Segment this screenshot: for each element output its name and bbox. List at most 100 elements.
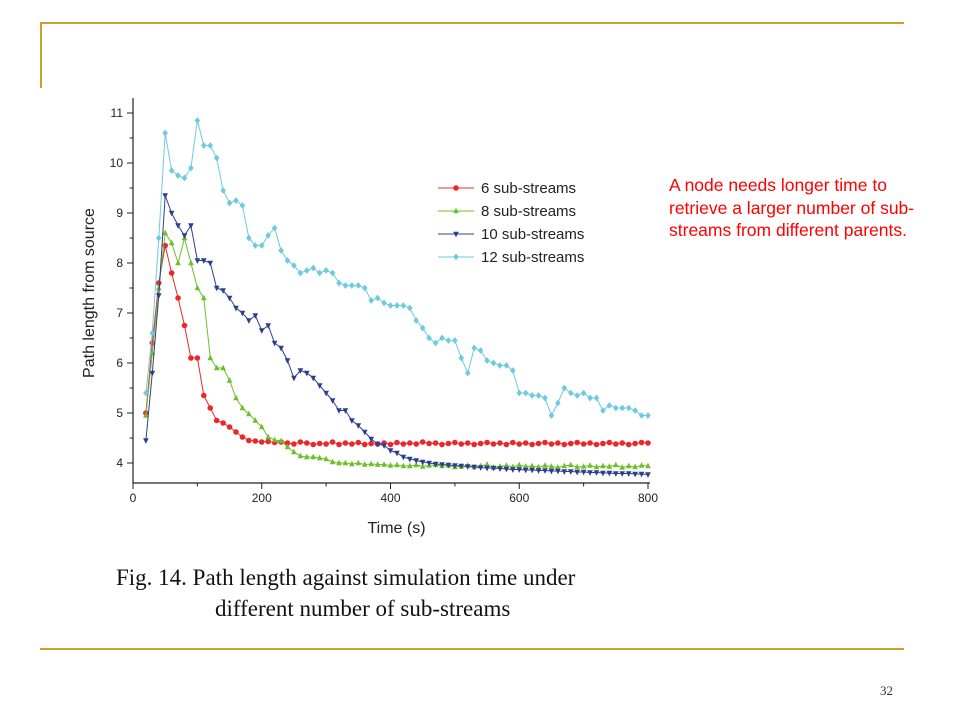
data-point-6-sub-streams xyxy=(310,441,317,448)
data-point-10-sub-streams xyxy=(439,462,445,468)
data-point-12-sub-streams xyxy=(567,389,574,397)
data-point-6-sub-streams xyxy=(561,441,568,448)
data-point-10-sub-streams xyxy=(304,370,310,377)
y-tick-label-7: 11 xyxy=(111,106,124,120)
figure-caption: Fig. 14. Path length against simulation … xyxy=(116,562,716,624)
data-point-10-sub-streams xyxy=(419,459,426,466)
y-tick-label-1: 5 xyxy=(116,406,123,420)
data-point-12-sub-streams xyxy=(207,142,214,149)
data-point-6-sub-streams xyxy=(329,439,336,445)
data-point-12-sub-streams xyxy=(271,224,278,232)
data-point-6-sub-streams xyxy=(297,439,304,445)
data-point-10-sub-streams xyxy=(265,323,271,329)
data-point-8-sub-streams xyxy=(503,462,510,468)
data-point-6-sub-streams xyxy=(181,322,188,329)
data-point-10-sub-streams xyxy=(567,469,574,475)
data-point-10-sub-streams xyxy=(555,468,561,475)
data-point-10-sub-streams xyxy=(574,469,580,476)
data-point-8-sub-streams xyxy=(355,459,362,466)
data-point-8-sub-streams xyxy=(194,284,201,291)
data-point-10-sub-streams xyxy=(471,464,477,471)
data-point-10-sub-streams xyxy=(561,469,568,475)
data-point-6-sub-streams xyxy=(638,439,645,446)
data-point-10-sub-streams xyxy=(149,370,156,377)
data-point-8-sub-streams xyxy=(619,464,626,470)
data-point-12-sub-streams xyxy=(574,392,580,399)
legend-label-6-sub-streams: 6 sub-streams xyxy=(481,180,576,197)
legend: 6 sub-streams 8 sub-streams 10 sub-streams… xyxy=(438,180,584,266)
data-point-6-sub-streams xyxy=(419,439,426,445)
data-point-10-sub-streams xyxy=(336,408,342,414)
data-point-8-sub-streams xyxy=(587,462,593,468)
path-length-chart: 0 200 400 600 800 4 5 6 7 8 9 10 11 Time (s) Path leng… xyxy=(81,98,658,537)
data-point-8-sub-streams xyxy=(484,461,490,467)
data-point-6-sub-streams xyxy=(361,441,368,448)
data-point-6-sub-streams xyxy=(574,439,580,446)
series-line-8-sub-streams xyxy=(145,231,649,469)
data-point-10-sub-streams xyxy=(226,295,233,302)
data-point-12-sub-streams xyxy=(510,367,516,374)
data-point-12-sub-streams xyxy=(143,389,149,397)
data-point-6-sub-streams xyxy=(619,440,626,446)
data-point-10-sub-streams xyxy=(497,466,503,472)
data-point-12-sub-streams xyxy=(503,362,510,369)
data-point-10-sub-streams xyxy=(175,223,181,229)
data-point-8-sub-streams xyxy=(271,436,278,443)
data-point-12-sub-streams xyxy=(400,302,407,309)
data-point-12-sub-streams xyxy=(458,354,465,362)
x-tick-label-4: 800 xyxy=(638,491,658,505)
data-point-12-sub-streams xyxy=(258,242,265,249)
legend-label-12-sub-streams: 12 sub-streams xyxy=(481,249,584,266)
data-point-6-sub-streams xyxy=(613,441,619,447)
data-point-10-sub-streams xyxy=(529,467,535,474)
y-tick-label-6: 10 xyxy=(110,156,124,170)
data-point-6-sub-streams xyxy=(207,405,214,411)
data-point-8-sub-streams xyxy=(625,462,632,469)
legend-marker-10-sub-streams xyxy=(453,231,459,238)
y-tick-label-4: 8 xyxy=(116,256,123,270)
data-point-12-sub-streams xyxy=(361,284,368,292)
data-point-8-sub-streams xyxy=(645,462,651,469)
data-point-10-sub-streams xyxy=(490,465,497,472)
data-point-8-sub-streams xyxy=(278,437,284,444)
data-point-12-sub-streams xyxy=(593,394,600,402)
data-point-6-sub-streams xyxy=(432,440,439,446)
data-point-12-sub-streams xyxy=(342,282,349,289)
data-point-8-sub-streams xyxy=(613,461,619,468)
data-point-8-sub-streams xyxy=(188,259,194,266)
data-point-10-sub-streams xyxy=(239,310,246,317)
data-point-6-sub-streams xyxy=(407,440,413,446)
data-point-6-sub-streams xyxy=(555,440,561,446)
series-12-sub-streams xyxy=(143,117,651,419)
data-point-12-sub-streams xyxy=(349,282,355,289)
series-line-12-sub-streams xyxy=(145,120,648,417)
legend-marker-6-sub-streams xyxy=(453,185,459,191)
data-point-12-sub-streams xyxy=(162,129,168,137)
data-point-6-sub-streams xyxy=(458,441,465,447)
data-point-12-sub-streams xyxy=(355,282,362,289)
data-point-12-sub-streams xyxy=(368,297,374,304)
slide-frame-bottom xyxy=(40,648,904,650)
data-point-10-sub-streams xyxy=(606,470,613,477)
data-point-8-sub-streams xyxy=(548,463,555,469)
data-point-10-sub-streams xyxy=(252,313,259,319)
data-point-8-sub-streams xyxy=(265,433,271,440)
data-point-8-sub-streams xyxy=(349,460,355,467)
page-number: 32 xyxy=(880,683,893,698)
data-point-8-sub-streams xyxy=(394,461,400,468)
data-point-12-sub-streams xyxy=(555,399,561,407)
annotation-text: A node needs longer time to retrieve a l… xyxy=(669,175,915,240)
data-point-12-sub-streams xyxy=(490,359,497,367)
data-point-10-sub-streams xyxy=(323,390,329,397)
data-point-8-sub-streams xyxy=(542,462,548,468)
data-point-6-sub-streams xyxy=(304,440,310,446)
x-tick-label-0: 0 xyxy=(130,491,137,505)
data-point-12-sub-streams xyxy=(304,267,310,274)
data-point-8-sub-streams xyxy=(580,463,587,469)
data-point-10-sub-streams xyxy=(349,418,355,424)
data-point-12-sub-streams xyxy=(155,234,162,242)
data-point-10-sub-streams xyxy=(355,423,362,429)
data-point-10-sub-streams xyxy=(407,456,413,463)
data-point-8-sub-streams xyxy=(387,462,394,468)
data-point-8-sub-streams xyxy=(529,462,535,469)
